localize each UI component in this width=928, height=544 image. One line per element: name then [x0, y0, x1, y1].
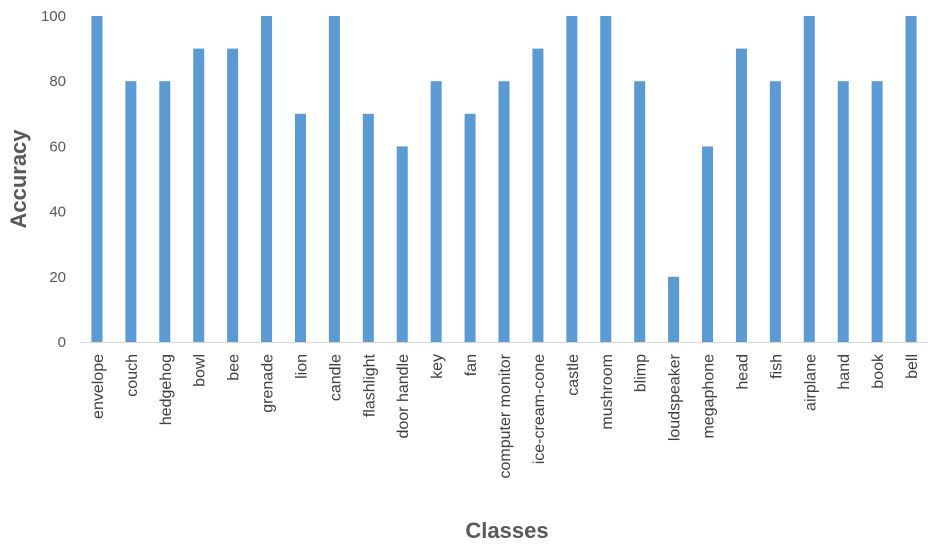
- x-tick-label: hand: [836, 354, 853, 390]
- bar-computer-monitor: [498, 81, 510, 342]
- bar-bell: [905, 16, 917, 342]
- x-tick-label: couch: [124, 354, 141, 397]
- x-tick-label: bell: [904, 354, 921, 379]
- bar-blimp: [634, 81, 646, 342]
- x-tick-label: head: [734, 354, 751, 390]
- y-axis-ticks: 0 20 40 60 80 100: [41, 8, 66, 351]
- bar-book: [871, 81, 883, 342]
- bars: [91, 16, 917, 342]
- y-tick-label: 60: [49, 138, 66, 155]
- bar-castle: [566, 16, 578, 342]
- bar-envelope: [91, 16, 103, 342]
- y-axis-title: Accuracy: [6, 129, 31, 229]
- bar-megaphone: [702, 146, 714, 342]
- bar-hand: [837, 81, 849, 342]
- bar-bowl: [193, 48, 205, 342]
- bar-mushroom: [600, 16, 612, 342]
- x-tick-label: bowl: [192, 354, 209, 387]
- y-tick-label: 40: [49, 204, 66, 221]
- y-tick-label: 100: [41, 8, 66, 25]
- x-tick-label: envelope: [90, 354, 107, 419]
- x-tick-label: lion: [293, 354, 310, 379]
- x-tick-label: megaphone: [701, 354, 718, 439]
- bar-head: [735, 48, 747, 342]
- x-axis-ticks: envelope couch hedgehog bowl bee grenade lion c…: [90, 353, 921, 478]
- y-tick-label: 80: [49, 73, 66, 90]
- x-tick-label: book: [870, 353, 887, 389]
- bar-airplane: [803, 16, 815, 342]
- bar-ice-cream-cone: [532, 48, 544, 342]
- x-tick-label: fish: [768, 354, 785, 379]
- x-tick-label: grenade: [260, 354, 277, 413]
- x-tick-label: door handle: [395, 354, 412, 439]
- y-tick-label: 0: [58, 334, 66, 351]
- x-tick-label: bee: [226, 354, 243, 381]
- bar-key: [430, 81, 442, 342]
- x-tick-label: airplane: [802, 354, 819, 411]
- x-tick-label: flashlight: [361, 353, 378, 417]
- bar-bee: [227, 48, 239, 342]
- bar-fish: [769, 81, 781, 342]
- bar-lion: [294, 113, 306, 342]
- x-tick-label: loudspeaker: [667, 353, 684, 441]
- x-tick-label: ice-cream-cone: [531, 354, 548, 464]
- bar-loudspeaker: [668, 276, 680, 342]
- x-tick-label: fan: [463, 354, 480, 376]
- x-axis-title: Classes: [465, 518, 548, 543]
- x-tick-label: candle: [327, 354, 344, 401]
- x-tick-label: hedgehog: [158, 354, 175, 425]
- bar-candle: [328, 16, 340, 342]
- bar-door-handle: [396, 146, 408, 342]
- bar-couch: [125, 81, 137, 342]
- x-tick-label: castle: [565, 354, 582, 396]
- y-tick-label: 20: [49, 269, 66, 286]
- bar-flashlight: [362, 113, 374, 342]
- x-tick-label: computer monitor: [497, 353, 514, 478]
- bar-hedgehog: [159, 81, 171, 342]
- x-tick-label: blimp: [633, 354, 650, 392]
- x-tick-label: mushroom: [599, 354, 616, 430]
- bar-grenade: [261, 16, 273, 342]
- bar-fan: [464, 113, 476, 342]
- x-tick-label: key: [429, 354, 446, 379]
